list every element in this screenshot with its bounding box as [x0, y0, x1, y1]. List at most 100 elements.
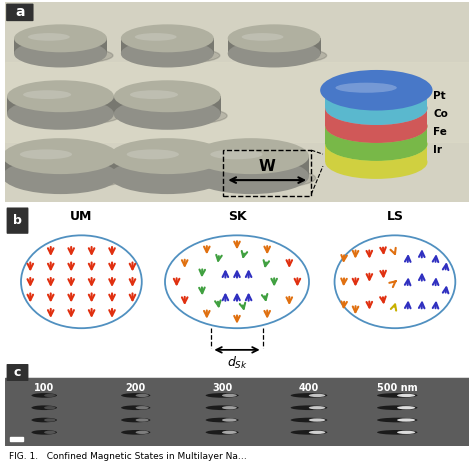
Ellipse shape: [229, 47, 327, 64]
Polygon shape: [325, 90, 428, 108]
Text: FIG. 1.   Confined Magnetic States in Multilayer Na…: FIG. 1. Confined Magnetic States in Mult…: [9, 452, 247, 461]
Polygon shape: [325, 108, 428, 126]
Text: SK: SK: [228, 210, 246, 223]
FancyBboxPatch shape: [7, 208, 28, 234]
Ellipse shape: [206, 418, 238, 422]
Ellipse shape: [325, 91, 428, 125]
Ellipse shape: [397, 418, 415, 422]
Text: 500 nm: 500 nm: [377, 383, 418, 393]
Text: Co: Co: [433, 109, 448, 119]
Ellipse shape: [31, 406, 57, 410]
Ellipse shape: [44, 418, 55, 422]
Ellipse shape: [109, 158, 226, 194]
Bar: [223, 150, 311, 196]
Ellipse shape: [7, 80, 114, 112]
Text: b: b: [13, 214, 22, 227]
Ellipse shape: [136, 406, 149, 409]
Ellipse shape: [127, 149, 179, 159]
Ellipse shape: [109, 138, 226, 174]
Ellipse shape: [121, 406, 150, 410]
Ellipse shape: [291, 430, 328, 435]
Ellipse shape: [320, 70, 433, 110]
Polygon shape: [228, 39, 320, 53]
Ellipse shape: [377, 406, 418, 410]
Ellipse shape: [206, 430, 238, 435]
Text: 400: 400: [299, 383, 319, 393]
Text: Pt: Pt: [433, 90, 446, 100]
Ellipse shape: [121, 40, 214, 68]
Polygon shape: [7, 96, 114, 114]
Ellipse shape: [31, 430, 57, 435]
Ellipse shape: [130, 90, 178, 99]
Ellipse shape: [23, 90, 71, 99]
Ellipse shape: [325, 145, 428, 179]
Ellipse shape: [325, 128, 428, 161]
Text: 200: 200: [126, 383, 146, 393]
Ellipse shape: [20, 149, 72, 159]
Ellipse shape: [309, 394, 325, 397]
Ellipse shape: [222, 431, 237, 434]
Ellipse shape: [377, 418, 418, 422]
FancyBboxPatch shape: [7, 364, 28, 381]
Bar: [10, 437, 23, 441]
Ellipse shape: [206, 393, 238, 398]
Ellipse shape: [44, 431, 55, 434]
Text: Ir: Ir: [433, 145, 442, 155]
Ellipse shape: [7, 98, 114, 130]
Ellipse shape: [121, 418, 150, 422]
Ellipse shape: [14, 40, 107, 68]
Text: $d_{Sk}$: $d_{Sk}$: [227, 355, 247, 371]
Ellipse shape: [291, 406, 328, 410]
Ellipse shape: [309, 431, 325, 434]
Ellipse shape: [28, 33, 70, 41]
Ellipse shape: [222, 406, 237, 409]
Ellipse shape: [397, 394, 415, 397]
Ellipse shape: [121, 24, 214, 52]
Text: LS: LS: [386, 210, 403, 223]
Ellipse shape: [325, 109, 428, 143]
Ellipse shape: [222, 394, 237, 397]
Ellipse shape: [110, 168, 232, 189]
Text: a: a: [15, 5, 25, 20]
Bar: [5, 378, 469, 446]
Ellipse shape: [136, 394, 149, 397]
Ellipse shape: [3, 168, 125, 189]
Polygon shape: [14, 39, 107, 53]
Text: Fe: Fe: [433, 127, 447, 137]
Polygon shape: [325, 144, 428, 162]
Ellipse shape: [115, 106, 227, 125]
Ellipse shape: [114, 98, 221, 130]
Ellipse shape: [309, 418, 325, 422]
Ellipse shape: [291, 393, 328, 398]
Ellipse shape: [114, 80, 221, 112]
FancyBboxPatch shape: [6, 4, 34, 21]
Ellipse shape: [397, 406, 415, 409]
Ellipse shape: [193, 138, 309, 174]
Ellipse shape: [194, 168, 316, 189]
Ellipse shape: [325, 91, 428, 125]
Ellipse shape: [336, 83, 397, 93]
Polygon shape: [121, 39, 214, 53]
Ellipse shape: [121, 393, 150, 398]
Ellipse shape: [122, 47, 220, 64]
Polygon shape: [2, 156, 118, 176]
Ellipse shape: [325, 128, 428, 161]
Ellipse shape: [2, 138, 118, 174]
Ellipse shape: [377, 430, 418, 435]
Ellipse shape: [228, 40, 320, 68]
Polygon shape: [109, 156, 226, 176]
Bar: [5, 62, 469, 142]
Ellipse shape: [242, 33, 283, 41]
Ellipse shape: [210, 149, 263, 159]
Ellipse shape: [31, 418, 57, 422]
Polygon shape: [193, 156, 309, 176]
Ellipse shape: [14, 24, 107, 52]
Ellipse shape: [397, 431, 415, 434]
Text: c: c: [14, 366, 21, 379]
Ellipse shape: [2, 158, 118, 194]
Ellipse shape: [377, 393, 418, 398]
Polygon shape: [114, 96, 221, 114]
Ellipse shape: [291, 418, 328, 422]
Ellipse shape: [222, 418, 237, 422]
Ellipse shape: [44, 394, 55, 397]
